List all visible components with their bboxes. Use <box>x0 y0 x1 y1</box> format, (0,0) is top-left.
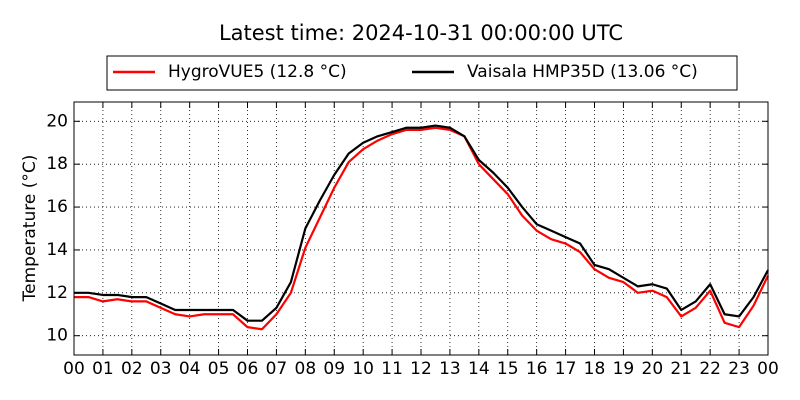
y-tick-label: 18 <box>46 154 68 174</box>
series-line <box>74 124 769 322</box>
x-tick-label: 23 <box>728 359 750 379</box>
legend-label: HygroVUE5 (12.8 °C) <box>168 62 347 82</box>
y-tick-label: 20 <box>46 111 68 131</box>
x-tick-label: 18 <box>584 359 606 379</box>
y-tick-label: 12 <box>46 283 68 303</box>
x-tick-label: 12 <box>410 359 432 379</box>
x-tick-label: 16 <box>526 359 548 379</box>
x-tick-label: 09 <box>323 359 345 379</box>
x-tick-label: 04 <box>179 359 201 379</box>
x-tick-label: 20 <box>642 359 664 379</box>
x-tick-label: 08 <box>295 359 317 379</box>
plot-frame <box>73 101 769 356</box>
x-tick-label: 05 <box>208 359 230 379</box>
x-tick-label: 22 <box>699 359 721 379</box>
x-tick-label: 00 <box>63 359 85 379</box>
y-axis-label: Temperature (°C) <box>20 155 40 303</box>
x-tick-label: 06 <box>237 359 259 379</box>
x-tick-label: 07 <box>266 359 288 379</box>
x-tick-label: 10 <box>352 359 374 379</box>
x-tick-label: 21 <box>670 359 692 379</box>
x-tick-label: 02 <box>121 359 143 379</box>
x-tick-label: 11 <box>381 359 403 379</box>
y-tick-label: 14 <box>46 240 68 260</box>
chart-title: Latest time: 2024-10-31 00:00:00 UTC <box>219 21 623 45</box>
x-tick-label: 03 <box>150 359 172 379</box>
legend-label: Vaisala HMP35D (13.06 °C) <box>467 62 698 82</box>
x-tick-label: 00 <box>757 359 779 379</box>
x-tick-label: 01 <box>92 359 114 379</box>
x-tick-label: 13 <box>439 359 461 379</box>
y-tick-label: 10 <box>46 326 68 346</box>
x-tick-label: 14 <box>468 359 490 379</box>
y-tick-label: 16 <box>46 197 68 217</box>
x-tick-label: 15 <box>497 359 519 379</box>
series-line <box>74 126 769 331</box>
x-tick-label: 17 <box>555 359 577 379</box>
x-tick-label: 19 <box>613 359 635 379</box>
